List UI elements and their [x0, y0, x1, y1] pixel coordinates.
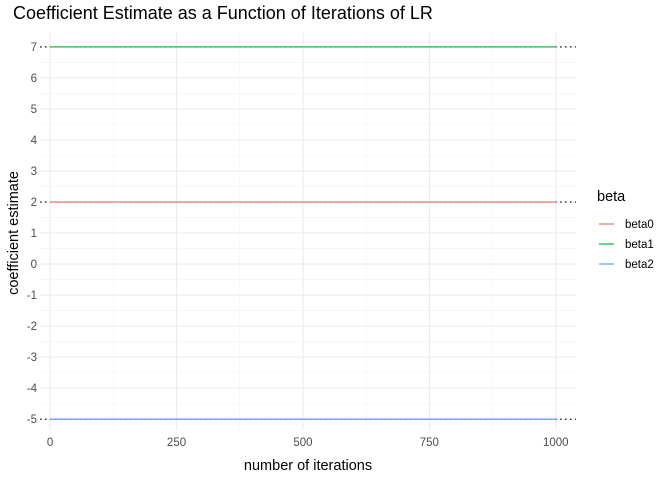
y-tick-label: 5: [31, 104, 37, 116]
y-tick-label: 7: [31, 42, 37, 54]
plot-panel: [40, 33, 576, 430]
x-tick-label: 0: [47, 437, 53, 449]
legend-item-beta1: beta1: [599, 239, 654, 251]
y-axis-ticks: -5 -4 -3 -2 -1 0 1 2 3 4 5 6 7: [27, 42, 38, 426]
chart-title: Coefficient Estimate as a Function of It…: [13, 3, 433, 23]
y-tick-label: 2: [31, 197, 37, 209]
y-axis-title: coefficient estimate: [6, 171, 22, 295]
series-lines: [50, 46, 556, 420]
y-tick-label: 3: [31, 166, 37, 178]
grid-minor: [40, 33, 576, 430]
x-tick-label: 250: [167, 437, 186, 449]
x-tick-label: 500: [293, 437, 312, 449]
legend-items: beta0 beta1 beta2: [599, 219, 654, 271]
y-tick-label: 6: [31, 73, 37, 85]
x-axis-title: number of iterations: [244, 458, 372, 474]
x-axis-ticks: 0 250 500 750 1000: [47, 437, 569, 449]
legend-label: beta1: [625, 239, 654, 251]
x-tick-label: 750: [420, 437, 439, 449]
legend-label: beta0: [625, 219, 654, 231]
grid-major: [40, 33, 576, 430]
y-tick-label: 4: [31, 135, 38, 147]
legend-label: beta2: [625, 259, 654, 271]
legend-item-beta0: beta0: [599, 219, 654, 231]
y-tick-label: -3: [27, 352, 37, 364]
legend: beta beta0 beta1 beta2: [597, 189, 654, 271]
y-tick-label: -2: [27, 321, 37, 333]
legend-title: beta: [597, 189, 626, 205]
y-tick-label: -1: [27, 290, 37, 302]
y-tick-label: 0: [31, 259, 37, 271]
legend-item-beta2: beta2: [599, 259, 654, 271]
y-tick-label: -5: [27, 414, 37, 426]
y-tick-label: 1: [31, 228, 37, 240]
y-tick-label: -4: [27, 383, 38, 395]
x-tick-label: 1000: [543, 437, 569, 449]
